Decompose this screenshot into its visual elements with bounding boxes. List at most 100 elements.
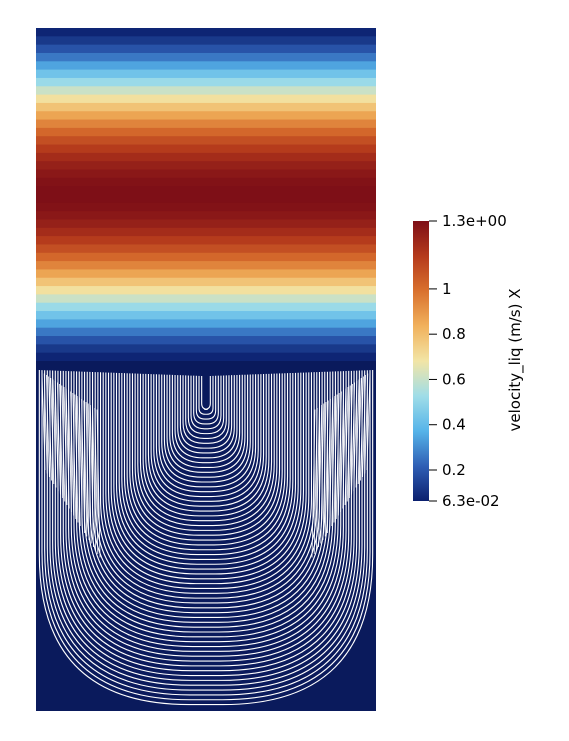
wall-streamline: [360, 376, 364, 481]
wall-streamline: [81, 398, 85, 534]
streamline: [150, 374, 262, 502]
contour-band: [36, 211, 376, 221]
streamline: [68, 371, 344, 652]
contour-band: [36, 28, 376, 37]
streamline: [44, 370, 368, 696]
streamline: [97, 372, 315, 599]
colorbar-tick-label: 0.4: [442, 416, 466, 434]
wall-streamline: [331, 395, 336, 527]
contour-band: [36, 111, 376, 121]
wall-streamline: [54, 380, 59, 492]
streamline: [131, 373, 281, 536]
wall-streamline: [68, 389, 72, 513]
streamline: [134, 373, 278, 531]
streamline: [187, 375, 225, 435]
colorbar-tick-label: 0.6: [442, 370, 466, 388]
contour-band: [36, 194, 376, 204]
colorbar-tick-label: 1.3e+00: [442, 212, 507, 230]
wall-streamline: [364, 373, 369, 474]
wall-streamline: [72, 392, 77, 520]
wall-streamline: [83, 400, 88, 537]
contour-band: [36, 277, 376, 287]
streamline: [166, 374, 246, 473]
wall-streamline: [327, 398, 331, 534]
contour-band: [36, 352, 376, 362]
streamline: [76, 371, 336, 638]
wall-streamline: [76, 395, 81, 527]
wall-streamline: [357, 377, 362, 485]
colorbar-tick-label: 6.3e-02: [442, 492, 500, 510]
streamline: [155, 374, 257, 493]
wall-streamline: [96, 409, 101, 558]
colorbar-tick-label: 0.8: [442, 325, 466, 343]
wall-streamline: [335, 392, 340, 520]
contour-band: [36, 61, 376, 71]
wall-streamline: [353, 380, 358, 492]
contour-band: [36, 227, 376, 237]
wall-streamline: [349, 383, 353, 499]
wall-streamline: [338, 391, 342, 516]
streamline: [84, 371, 328, 623]
contour-band: [36, 152, 376, 162]
streamline: [145, 373, 267, 512]
streamline: [41, 370, 371, 701]
contour-band: [36, 261, 376, 271]
streamline: [147, 374, 265, 507]
wall-streamline: [70, 391, 74, 516]
contour-band: [36, 336, 376, 345]
streamline: [115, 372, 297, 565]
streamline: [126, 373, 286, 546]
streamline: [86, 371, 326, 619]
streamline: [169, 374, 243, 469]
streamline: [137, 373, 275, 527]
wall-streamline: [74, 394, 79, 523]
contour-band: [36, 169, 376, 179]
wall-streamline: [344, 386, 349, 506]
wall-streamline: [362, 374, 366, 478]
streamline: [49, 370, 363, 686]
contour-band: [36, 286, 376, 295]
contour-band: [36, 52, 376, 62]
contour-band: [36, 119, 376, 129]
contour-band: [36, 219, 376, 229]
contour-band: [36, 202, 376, 212]
contour-band: [36, 36, 376, 46]
streamline: [102, 372, 310, 590]
streamline: [52, 370, 360, 681]
wall-streamline: [59, 383, 63, 499]
streamline: [46, 370, 366, 691]
streamline: [70, 371, 342, 648]
contour-band: [36, 327, 376, 337]
streamline: [182, 375, 230, 444]
wall-streamline: [316, 406, 320, 551]
streamline: [153, 374, 259, 498]
wall-streamline: [50, 377, 55, 485]
contour-band: [36, 252, 376, 262]
wall-streamline: [340, 389, 344, 513]
streamline: [113, 372, 299, 570]
contour-band: [36, 136, 376, 146]
colorbar-title: velocity_liq (m/s) X: [506, 288, 524, 432]
wall-streamline: [87, 403, 92, 544]
streamline: [201, 375, 211, 410]
streamline: [94, 372, 318, 604]
streamline: [190, 375, 222, 430]
wall-streamline: [342, 388, 347, 509]
wall-streamline: [320, 403, 325, 544]
wall-streamline: [324, 400, 329, 537]
streamline: [81, 371, 331, 628]
wall-streamline: [333, 394, 338, 523]
streamline: [198, 375, 214, 415]
streamline: [139, 373, 273, 522]
contour-band: [36, 302, 376, 312]
wall-streamline: [52, 379, 57, 488]
streamline: [163, 374, 249, 478]
contour-band: [36, 344, 376, 354]
streamline: [62, 370, 350, 662]
wall-streamline: [46, 374, 50, 478]
colorbar-ticks: 1.3e+00 1 0.8 0.6 0.4 0.2 6.3e-02: [429, 212, 507, 510]
wall-streamline: [322, 401, 327, 541]
contour-band: [36, 311, 376, 320]
wall-streamline: [48, 376, 52, 481]
